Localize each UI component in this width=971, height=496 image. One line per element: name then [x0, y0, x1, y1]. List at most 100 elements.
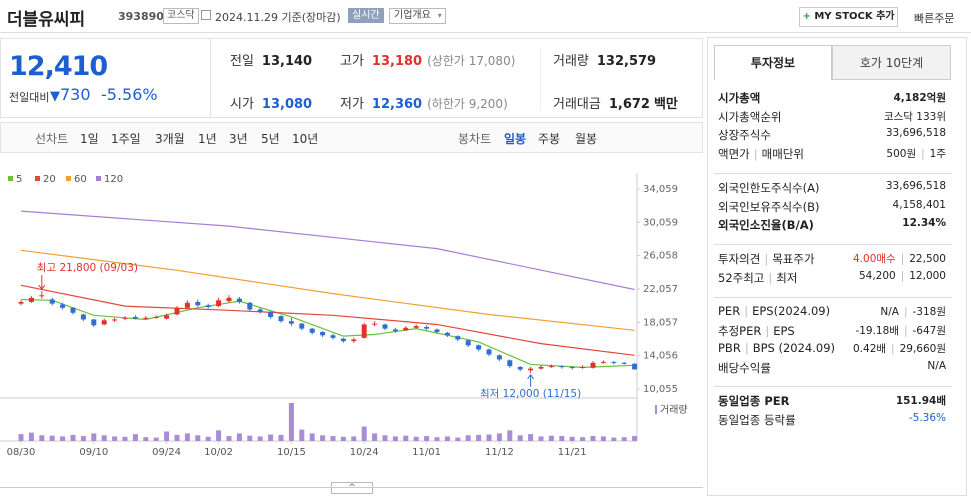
separator: | — [744, 341, 749, 356]
volume-bar — [434, 437, 440, 441]
volume-bar — [174, 434, 180, 441]
info-value: 33,696,518 — [886, 180, 946, 192]
label-part: 추정PER — [718, 323, 762, 338]
candle-body — [632, 363, 638, 370]
company-button[interactable]: 기업개요 ▾ — [389, 8, 446, 24]
candle-body — [538, 366, 544, 369]
volume-bar — [632, 435, 638, 441]
legend-label: 120 — [104, 174, 123, 185]
info-value: 12.34% — [902, 217, 946, 229]
quote-divider — [210, 38, 211, 118]
candle-body — [70, 307, 76, 313]
realtime-badge[interactable]: 실시간 — [348, 8, 384, 23]
legend-label: 5 — [16, 174, 22, 185]
x-tick-label: 10/24 — [350, 447, 379, 458]
info-tab[interactable]: 호가 10단계 — [832, 45, 951, 80]
volume-bar — [18, 434, 24, 441]
volume-bar — [559, 436, 565, 441]
info-label: 추정PER | EPS — [718, 323, 795, 339]
period-tab[interactable]: 1일 — [80, 132, 99, 146]
quote-value: 13,180 — [371, 54, 423, 69]
info-value: N/A — [927, 360, 946, 372]
ma-line — [20, 210, 635, 291]
volume-bar — [351, 436, 357, 441]
volume-bar — [611, 437, 617, 441]
info-tab[interactable]: 투자정보 — [714, 45, 832, 80]
info-label: 상장주식수 — [718, 127, 771, 143]
separator: | — [891, 343, 895, 356]
order-button[interactable]: 빠른주문 — [914, 12, 955, 25]
label-text: 외국인보유주식수(B) — [718, 199, 820, 214]
volume-bar — [236, 433, 242, 441]
period-tab[interactable]: 1주일 — [111, 132, 141, 146]
value-part: 29,660원 — [899, 343, 946, 356]
period-tab[interactable]: 3년 — [229, 132, 248, 146]
low-annotation: 최저 12,000 (11/15) — [480, 388, 581, 400]
volume-bar — [476, 434, 482, 441]
candle-tab[interactable]: 주봉 — [538, 132, 561, 146]
volume-bar — [382, 435, 388, 441]
legend-swatch — [66, 176, 71, 181]
volume-bar — [392, 436, 398, 441]
candle-body — [236, 298, 242, 302]
volume-bar — [143, 437, 149, 441]
y-tick-label: 14,056 — [643, 351, 678, 362]
value-part: 22,500 — [909, 253, 946, 265]
volume-bar — [465, 435, 471, 441]
candle-tab[interactable]: 월봉 — [575, 132, 598, 146]
label-part: 목표주가 — [772, 252, 815, 266]
volume-bar — [39, 435, 45, 441]
value-part: N/A — [880, 306, 899, 318]
candle-body — [91, 319, 97, 326]
value-part: 500원 — [886, 148, 917, 161]
candle-tab[interactable]: 일봉 — [504, 132, 527, 146]
candle-body — [569, 366, 575, 368]
label-part: 매매단위 — [761, 147, 804, 162]
market-badge: 코스닥 — [163, 8, 199, 24]
value-text: 4,182억원 — [893, 92, 946, 104]
candle-body — [247, 302, 253, 310]
period-tab[interactable]: 5년 — [261, 132, 280, 146]
info-value: 코스닥 133위 — [884, 109, 946, 124]
mystock-button[interactable]: + MY STOCK 추가 — [799, 7, 898, 27]
high-annotation: 최고 21,800 (09/03) — [37, 262, 138, 274]
change: ▼730 — [50, 85, 91, 104]
collapse-handle[interactable]: ^ — [331, 482, 373, 494]
value-text: 33,696,518 — [885, 127, 946, 140]
quote-note: (하한가 9,200) — [427, 97, 508, 111]
volume-bar — [517, 435, 523, 441]
period-tab[interactable]: 1년 — [198, 132, 217, 146]
quote-value: 13,080 — [261, 97, 313, 112]
x-tick-label: 09/10 — [79, 447, 108, 458]
value-part: -19.18배 — [855, 324, 899, 337]
quote-value: 13,140 — [261, 54, 313, 69]
label-text: 동일업종 등락률 — [718, 412, 796, 427]
candle-body — [434, 329, 440, 332]
period-tab[interactable]: 10년 — [292, 132, 319, 146]
volume-bar — [455, 437, 461, 441]
volume-bar — [268, 434, 274, 441]
ma-line — [20, 298, 635, 368]
x-tick-label: 10/02 — [204, 447, 233, 458]
candle-body — [28, 297, 34, 302]
quote-unit: 백만 — [653, 97, 678, 112]
candle-body — [424, 326, 430, 329]
volume-bar — [60, 436, 66, 441]
label-part: PBR — [718, 341, 741, 356]
volume-bar — [486, 434, 492, 441]
label-part: EPS(2024.09) — [752, 304, 831, 318]
quote-item: 고가 13,180 (상한가 17,080) — [340, 50, 515, 69]
group-divider — [714, 173, 952, 174]
label-text: 시가총액 — [718, 91, 761, 105]
quote-note: (상한가 17,080) — [427, 54, 516, 68]
volume-bar — [216, 430, 222, 441]
info-label: 투자의견 | 목표주가 — [718, 251, 815, 267]
candle-body — [80, 314, 86, 320]
volume-bar — [320, 435, 326, 441]
volume-bar — [278, 434, 284, 441]
period-tab[interactable]: 3개월 — [155, 132, 185, 146]
candle-tab-label: 봉차트 — [458, 132, 492, 146]
volume-bar — [340, 436, 346, 441]
volume-bar — [590, 436, 596, 441]
quote-label: 시가 — [230, 97, 254, 112]
